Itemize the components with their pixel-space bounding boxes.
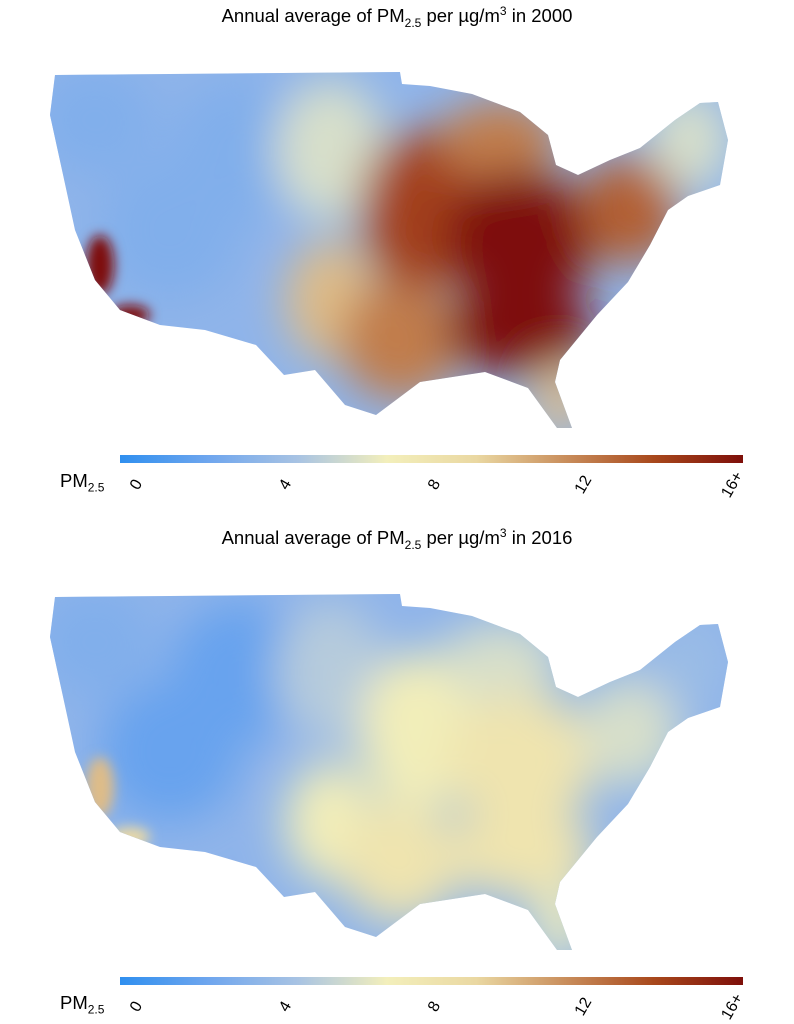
region-new-england — [650, 90, 728, 190]
legend-tick-label: 0 — [126, 998, 147, 1015]
region-ohio-valley — [445, 692, 595, 832]
region-texas — [340, 280, 460, 400]
legend-title: PM2.5 — [60, 992, 105, 1017]
map-title: Annual average of PM2.5 per µg/m3 in 201… — [221, 526, 573, 552]
region-southeast — [445, 807, 595, 897]
legend-tick-label: 8 — [424, 476, 445, 493]
region-pacific-northwest — [50, 594, 155, 697]
legend-tick-label: 8 — [424, 998, 445, 1015]
region-florida — [535, 882, 585, 950]
region-california-valley — [86, 757, 114, 817]
region-southeast — [445, 285, 595, 375]
us-map-2016 — [50, 594, 728, 950]
legend-tick-label: 16+ — [718, 990, 747, 1023]
us-map-2000 — [50, 72, 728, 428]
region-southern-california — [110, 827, 150, 847]
map-title: Annual average of PM2.5 per µg/m3 in 200… — [221, 4, 573, 30]
region-southern-california — [110, 305, 150, 325]
region-northern-plains — [275, 602, 385, 742]
legend-tick-label: 0 — [126, 476, 147, 493]
region-great-lakes — [440, 100, 560, 180]
region-new-england — [650, 612, 728, 712]
region-california-valley — [86, 235, 114, 295]
map-panel-2000: Annual average of PM2.5 per µg/m3 in 200… — [50, 4, 747, 501]
map-panel-2016: Annual average of PM2.5 per µg/m3 in 201… — [0, 522, 794, 1024]
legend-color-bar — [120, 977, 743, 985]
legend-tick-label: 16+ — [718, 468, 747, 501]
region-rockies — [170, 602, 310, 742]
legend-tick-label: 4 — [275, 476, 296, 493]
region-rockies — [170, 80, 310, 220]
legend-tick-label: 4 — [275, 998, 296, 1015]
region-pacific-northwest — [50, 72, 155, 175]
legend-tick-label: 12 — [571, 472, 596, 497]
region-great-lakes — [440, 622, 560, 702]
region-florida — [535, 360, 585, 428]
region-texas — [340, 802, 460, 922]
legend-title: PM2.5 — [60, 470, 105, 495]
region-northern-plains — [275, 80, 385, 220]
legend-color-bar — [120, 455, 743, 463]
legend-tick-label: 12 — [571, 994, 596, 1019]
region-ohio-valley — [445, 170, 595, 310]
